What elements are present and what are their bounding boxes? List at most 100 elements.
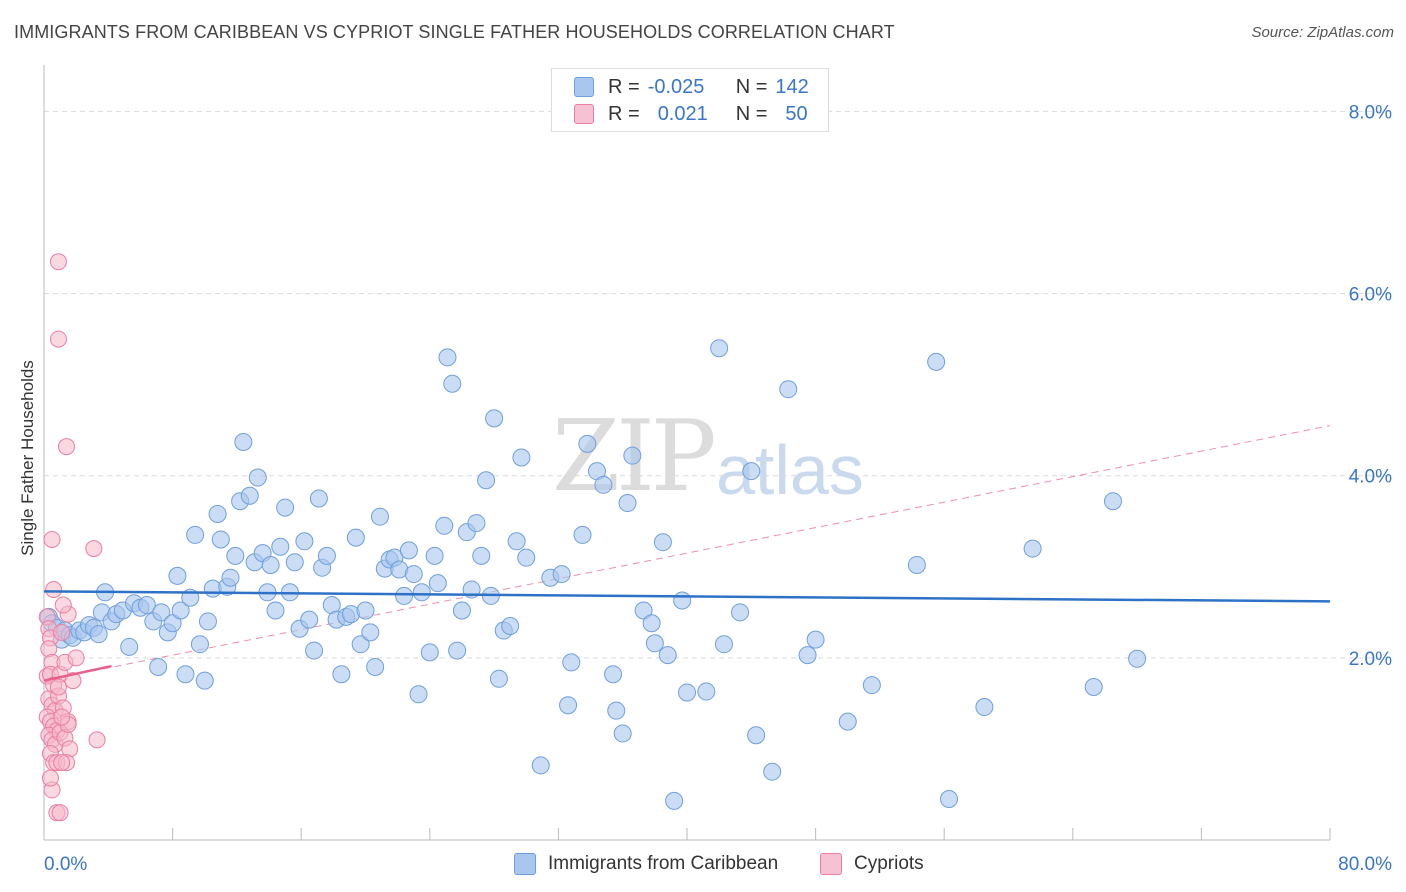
point-cypriots	[58, 438, 76, 456]
point-caribbean	[208, 504, 227, 523]
legend-r-label: R =	[608, 75, 640, 98]
point-caribbean	[425, 546, 444, 565]
point-caribbean	[399, 541, 418, 560]
point-cypriots	[54, 596, 72, 614]
point-caribbean	[435, 516, 454, 535]
point-caribbean	[211, 530, 230, 549]
point-caribbean	[975, 698, 994, 717]
point-caribbean	[89, 625, 108, 644]
point-caribbean	[361, 623, 380, 642]
point-caribbean	[710, 339, 729, 358]
bottom-legend-label: Immigrants from Caribbean	[548, 853, 779, 874]
point-caribbean	[862, 676, 881, 695]
point-caribbean	[517, 548, 536, 567]
point-caribbean	[261, 555, 280, 574]
point-caribbean	[562, 653, 581, 672]
point-caribbean	[163, 614, 182, 633]
point-caribbean	[742, 462, 761, 481]
point-caribbean	[149, 657, 168, 676]
point-caribbean	[240, 486, 259, 505]
legend-row-caribbean: R = -0.025 N = 142	[574, 75, 809, 99]
x-tick-label: 80.0%	[1338, 854, 1392, 875]
point-caribbean	[763, 762, 782, 781]
point-caribbean	[467, 514, 486, 533]
point-caribbean	[190, 635, 209, 654]
point-caribbean	[714, 635, 733, 654]
point-cypriots	[41, 769, 59, 787]
point-caribbean	[613, 724, 632, 743]
point-caribbean	[477, 471, 496, 490]
point-caribbean	[452, 601, 471, 620]
legend-r-value: 0.021	[657, 102, 708, 125]
point-caribbean	[642, 614, 661, 633]
point-caribbean	[120, 637, 139, 656]
point-cypriots	[64, 672, 82, 690]
point-caribbean	[634, 601, 653, 620]
y-tick-label: 2.0%	[1349, 649, 1392, 670]
point-caribbean	[485, 409, 504, 428]
point-caribbean	[137, 596, 156, 615]
point-caribbean	[512, 448, 531, 467]
bottom-legend-cypriots: Cypriots	[820, 852, 924, 876]
bottom-legend-label: Cypriots	[854, 853, 924, 874]
point-caribbean	[1103, 492, 1122, 511]
legend-swatch-blue	[574, 77, 594, 97]
point-caribbean	[594, 475, 613, 494]
point-cypriots	[88, 731, 106, 749]
point-caribbean	[665, 791, 684, 810]
legend-row-cypriots: R = 0.021 N = 50	[574, 102, 808, 126]
point-caribbean	[234, 433, 253, 452]
point-caribbean	[658, 646, 677, 665]
correlation-legend: R = -0.025 N = 142 R = 0.021 N = 50	[551, 68, 829, 132]
y-tick-label: 4.0%	[1349, 467, 1392, 488]
point-cypriots	[53, 708, 71, 726]
point-caribbean	[604, 665, 623, 684]
point-caribbean	[226, 546, 245, 565]
point-cypriots	[51, 804, 69, 822]
point-cypriots	[45, 581, 63, 599]
point-caribbean	[271, 537, 290, 556]
point-caribbean	[747, 726, 766, 745]
point-caribbean	[309, 489, 328, 508]
point-caribbean	[552, 565, 571, 584]
bottom-legend-swatch-pink	[820, 853, 842, 875]
point-cypriots	[43, 530, 61, 548]
trend-line-cypriots-dashed	[43, 425, 1331, 682]
legend-r-label: R =	[608, 102, 640, 125]
tick-labels: 2.0% 4.0% 6.0% 8.0% 0.0% 80.0%	[44, 102, 1392, 875]
point-caribbean	[195, 671, 214, 690]
point-caribbean	[907, 555, 926, 574]
legend-n-value: 50	[785, 102, 808, 125]
point-caribbean	[346, 528, 365, 547]
point-caribbean	[578, 434, 597, 453]
x-tick-label: 0.0%	[44, 854, 87, 875]
point-caribbean	[1128, 649, 1147, 668]
point-cypriots	[49, 253, 67, 271]
point-cypriots	[67, 649, 85, 667]
point-caribbean	[152, 603, 171, 622]
point-cypriots	[53, 754, 71, 772]
point-caribbean	[806, 630, 825, 649]
point-caribbean	[443, 374, 462, 393]
legend-n-label: N =	[735, 75, 768, 98]
y-tick-label: 6.0%	[1349, 285, 1392, 306]
point-caribbean	[409, 685, 428, 704]
point-caribbean	[351, 635, 370, 654]
point-caribbean	[618, 494, 637, 513]
point-caribbean	[531, 756, 550, 775]
series-caribbean-points	[39, 339, 1147, 810]
legend-n-label: N =	[735, 102, 768, 125]
point-caribbean	[507, 532, 526, 551]
point-caribbean	[176, 665, 195, 684]
point-caribbean	[838, 712, 857, 731]
point-caribbean	[305, 641, 324, 660]
point-caribbean	[731, 603, 750, 622]
point-caribbean	[697, 682, 716, 701]
point-caribbean	[438, 348, 457, 367]
point-caribbean	[645, 634, 664, 653]
point-caribbean	[248, 468, 267, 487]
point-caribbean	[623, 446, 642, 465]
point-caribbean	[285, 553, 304, 572]
point-caribbean	[168, 566, 187, 585]
point-caribbean	[428, 574, 447, 593]
